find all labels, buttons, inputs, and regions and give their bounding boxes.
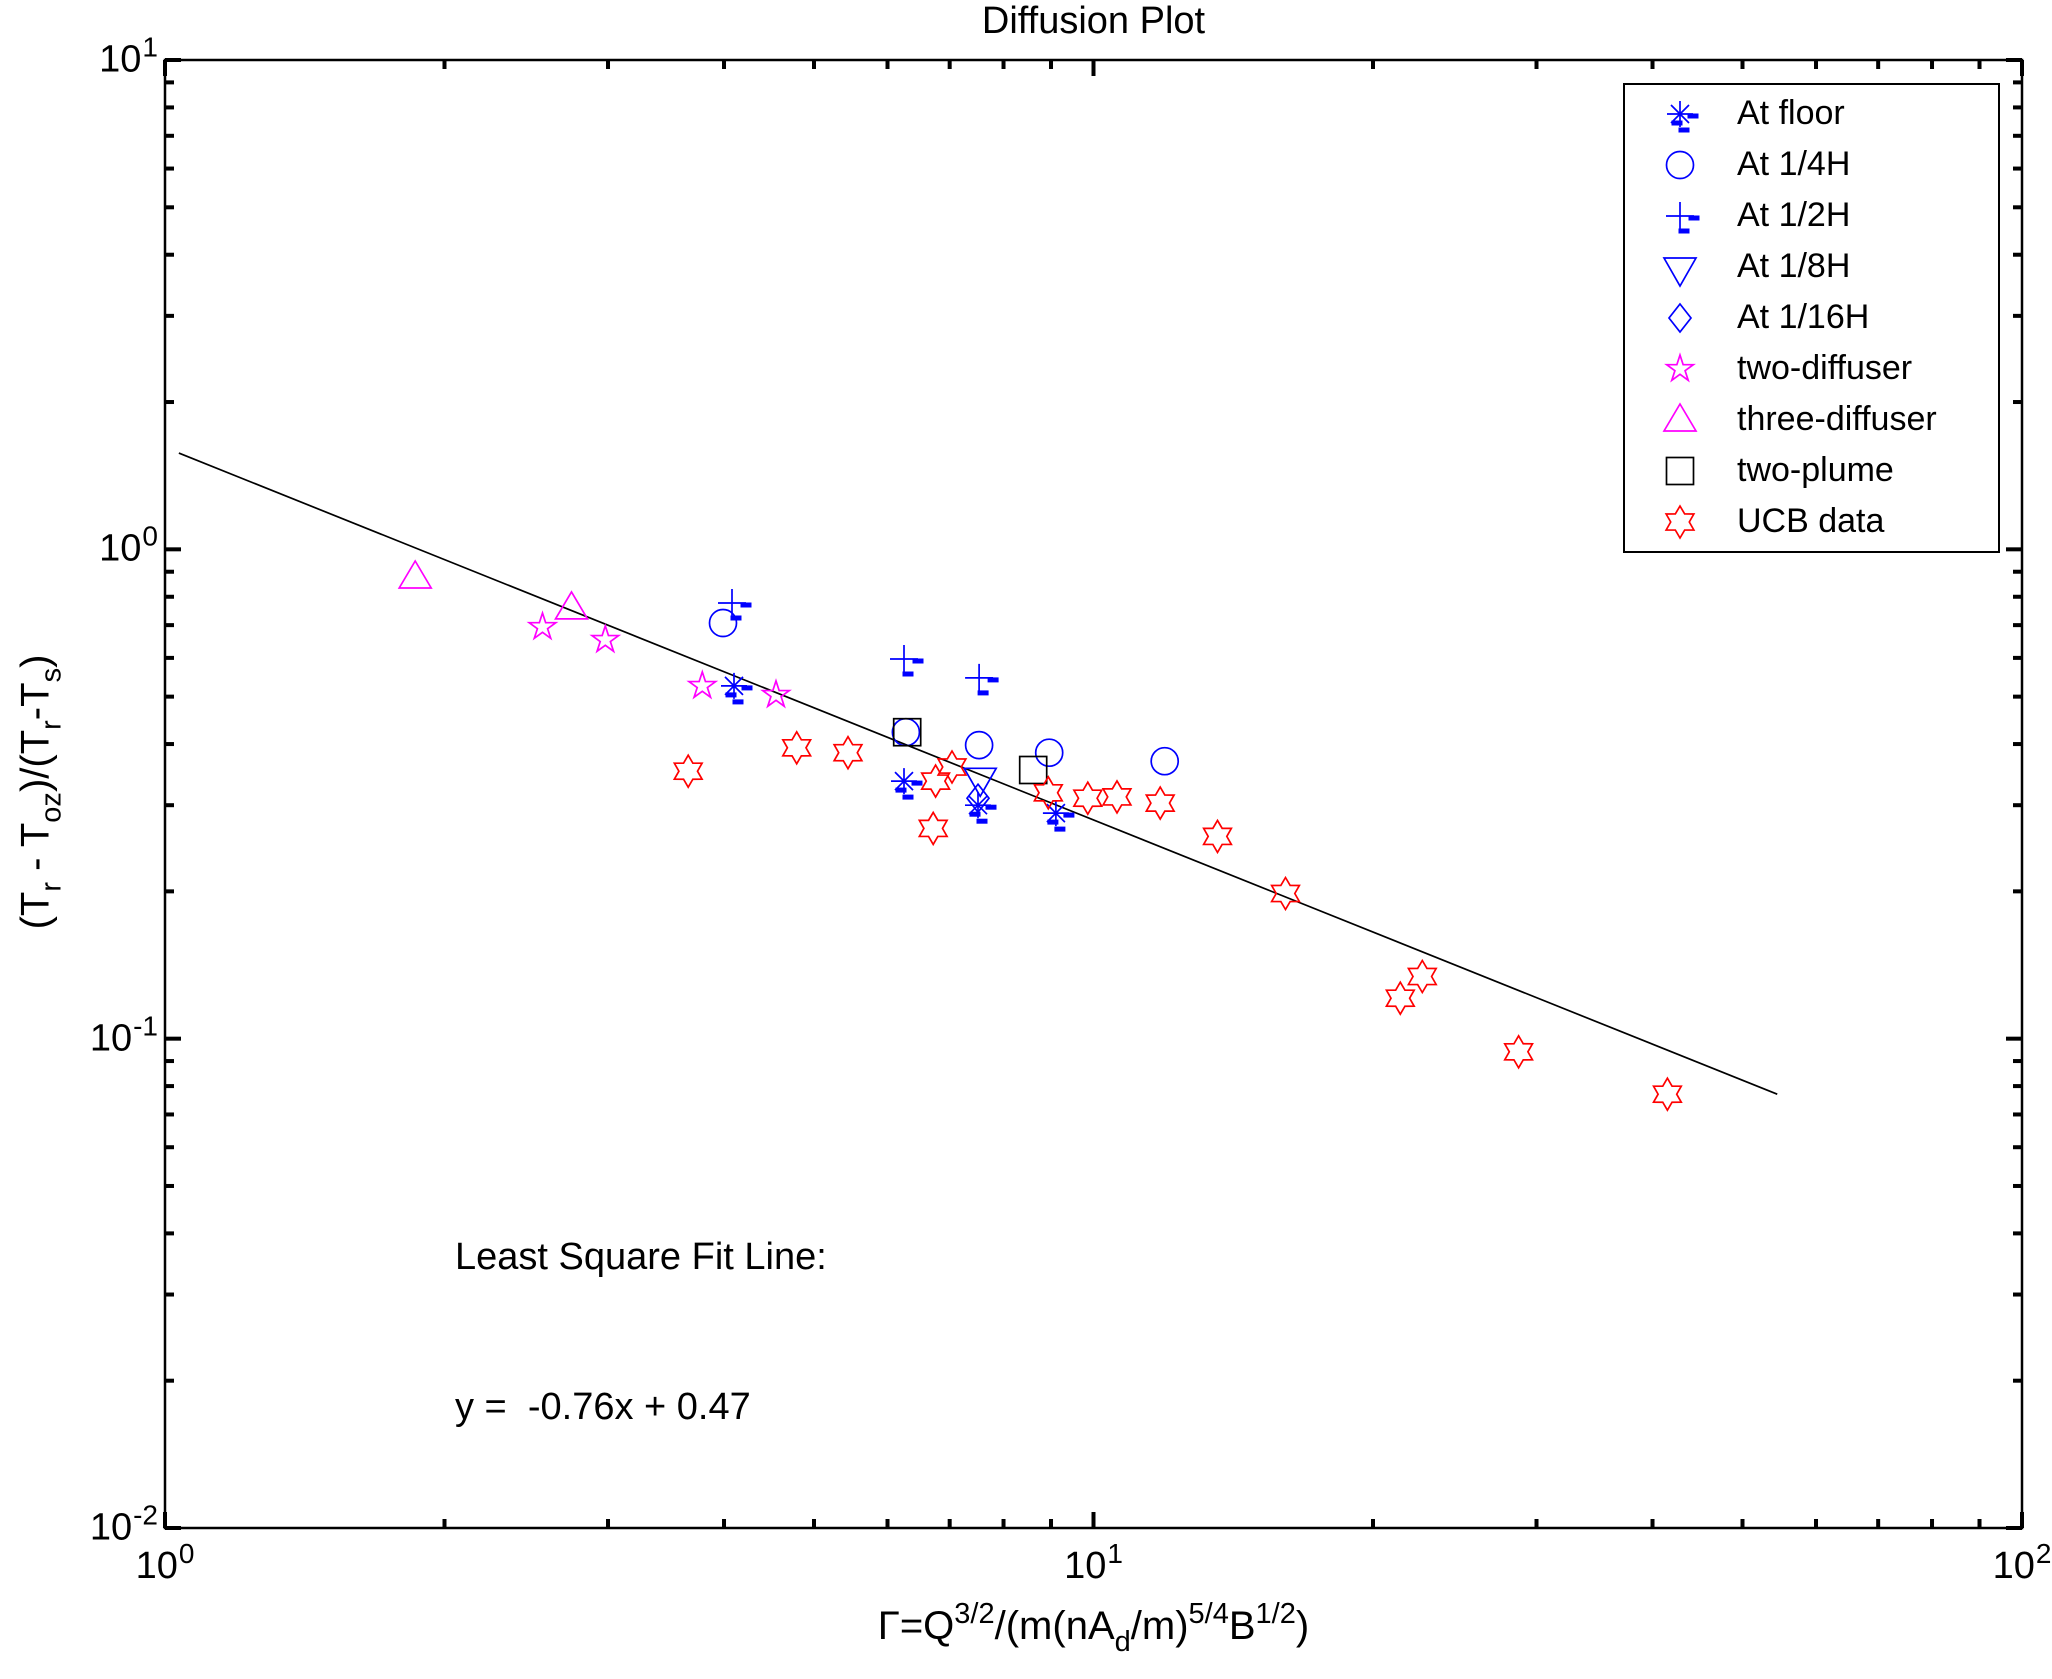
plus-dashed-icon: [1666, 201, 1700, 233]
y-axis-label: (Tr - Toz)/(Tr-Ts): [13, 654, 68, 930]
series-two-diffuser: [526, 610, 792, 709]
legend-label: At 1/2H: [1737, 196, 1851, 234]
data-point: [1270, 875, 1301, 912]
series-ucb-data: [672, 730, 1683, 1112]
legend-label: At 1/8H: [1737, 247, 1851, 285]
data-point: [936, 749, 968, 785]
y-tick-label: 10-1: [89, 1010, 158, 1060]
x-axis-label: Γ=Q3/2/(m(nAd/m)5/4B1/2): [877, 1598, 1310, 1658]
data-point: [589, 623, 622, 654]
data-point: [1406, 958, 1438, 995]
legend-label: two-plume: [1737, 451, 1894, 489]
data-point: [1042, 800, 1075, 832]
data-point: [721, 672, 753, 705]
data-point: [1652, 1076, 1683, 1112]
data-point: [920, 763, 951, 799]
y-tick-label: 100: [99, 520, 158, 570]
triangle-up-icon: [1662, 401, 1698, 432]
data-point: [708, 608, 738, 638]
data-point: [718, 589, 752, 621]
series-three-diffuser: [397, 559, 589, 620]
x-tick-label: 102: [1992, 1538, 2052, 1587]
data-point: [1144, 785, 1176, 821]
data-point: [892, 717, 922, 747]
series-at-1-16h: [965, 782, 991, 814]
legend-label: At 1/4H: [1737, 145, 1851, 183]
data-point: [397, 559, 433, 589]
data-point: [672, 753, 704, 789]
fit-annotation-line2: y = -0.76x + 0.47: [455, 1386, 751, 1428]
x-tick-label: 101: [1064, 1538, 1123, 1587]
legend-item-two-plume: two-plume: [1625, 445, 1998, 496]
y-tick-label: 101: [99, 31, 158, 81]
data-point: [686, 669, 719, 700]
square-icon: [1665, 456, 1695, 485]
y-tick-label: 10-2: [89, 1499, 158, 1549]
legend-label: At 1/16H: [1737, 298, 1870, 336]
data-point: [781, 730, 813, 766]
fit-annotation: Least Square Fit Line: y = -0.76x + 0.47: [455, 1132, 827, 1532]
data-point: [965, 782, 991, 814]
legend-label: three-diffuser: [1737, 400, 1937, 438]
data-point: [1202, 818, 1233, 855]
legend-item-at-1-16h: At 1/16H: [1625, 292, 1998, 343]
data-point: [1503, 1034, 1534, 1070]
data-point: [964, 730, 994, 760]
fit-annotation-line1: Least Square Fit Line:: [455, 1236, 827, 1278]
data-point: [891, 717, 921, 747]
data-point: [1384, 980, 1416, 1016]
series-at-1-2h: [718, 589, 999, 696]
data-point: [1018, 755, 1048, 785]
data-point: [962, 767, 998, 799]
plot-title: Diffusion Plot: [981, 0, 1206, 42]
triangle-down-icon: [1662, 256, 1698, 288]
star6-icon: [1664, 503, 1696, 540]
series-at-1-4h: [708, 608, 1180, 776]
legend-label: UCB data: [1737, 502, 1885, 540]
fit-line: [178, 452, 1778, 1095]
asterisk-dashed-icon: [1667, 100, 1699, 132]
series-at-floor: [721, 672, 1075, 832]
data-point: [760, 678, 792, 709]
legend-item-at-1-4h: At 1/4H: [1625, 139, 1998, 190]
series-at-1-8h: [962, 767, 998, 799]
circle-icon: [1665, 150, 1695, 179]
legend-item-at-1-8h: At 1/8H: [1625, 241, 1998, 292]
x-tick-label: 100: [135, 1538, 195, 1587]
diamond-icon: [1667, 302, 1693, 333]
data-point: [1150, 746, 1180, 776]
data-point: [890, 645, 924, 677]
legend-box: At floor At 1/4H At 1/2H At 1/8H At 1/16H two…: [1623, 83, 2000, 553]
legend-item-ucb-data: UCB data: [1625, 496, 1998, 547]
data-point: [526, 610, 559, 641]
data-point: [965, 663, 999, 696]
axis-ticks: [163, 58, 2024, 1530]
legend-item-at-1-2h: At 1/2H: [1625, 190, 1998, 241]
data-point: [891, 768, 923, 800]
data-point: [965, 792, 997, 824]
legend-item-two-diffuser: two-diffuser: [1625, 343, 1998, 394]
data-point: [1101, 779, 1133, 815]
legend-label: two-diffuser: [1737, 349, 1913, 387]
legend-label: At floor: [1737, 94, 1845, 132]
legend-item-three-diffuser: three-diffuser: [1625, 394, 1998, 445]
star5-icon: [1664, 351, 1696, 383]
data-point: [917, 810, 949, 847]
legend-item-at-floor: At floor: [1625, 88, 1998, 139]
data-point: [1034, 738, 1064, 768]
series-two-plume: [892, 717, 1048, 785]
data-point: [832, 735, 864, 771]
data-point: [1072, 780, 1104, 816]
data-point: [554, 590, 589, 620]
data-point: [1032, 775, 1064, 811]
